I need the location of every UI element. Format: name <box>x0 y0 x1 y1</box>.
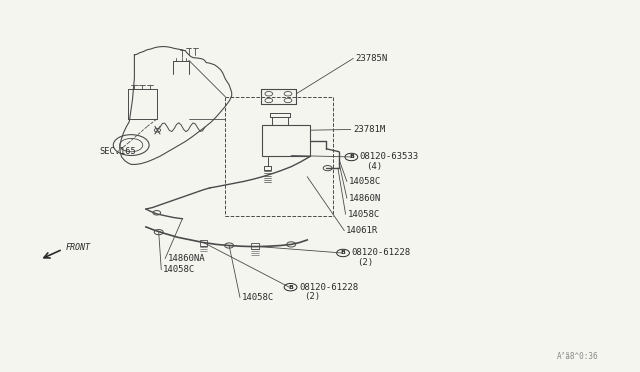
Text: 14058C: 14058C <box>348 210 380 219</box>
Bar <box>200 240 207 246</box>
Text: 14058C: 14058C <box>349 177 381 186</box>
Text: 14058C: 14058C <box>242 293 274 302</box>
Bar <box>262 125 310 156</box>
Text: FRONT: FRONT <box>65 243 90 252</box>
Text: (2): (2) <box>304 292 320 301</box>
Text: (4): (4) <box>366 162 382 171</box>
Text: 08120-61228: 08120-61228 <box>299 283 358 292</box>
Text: B: B <box>349 154 354 160</box>
Text: 23785N: 23785N <box>355 54 387 63</box>
Text: 14860NA: 14860NA <box>168 254 205 263</box>
Bar <box>264 166 271 170</box>
Text: SEC.165: SEC.165 <box>99 147 136 156</box>
Text: 14061R: 14061R <box>346 226 378 235</box>
Text: 08120-63533: 08120-63533 <box>360 153 419 161</box>
Text: B: B <box>340 250 346 256</box>
Text: 14058C: 14058C <box>163 265 195 274</box>
Text: A’ã8^0:36: A’ã8^0:36 <box>557 352 598 361</box>
Text: B: B <box>288 285 293 290</box>
Bar <box>251 243 259 249</box>
Text: (2): (2) <box>357 258 373 267</box>
Text: 08120-61228: 08120-61228 <box>351 248 410 257</box>
Text: 23781M: 23781M <box>353 125 385 134</box>
Text: 14860N: 14860N <box>349 194 381 203</box>
